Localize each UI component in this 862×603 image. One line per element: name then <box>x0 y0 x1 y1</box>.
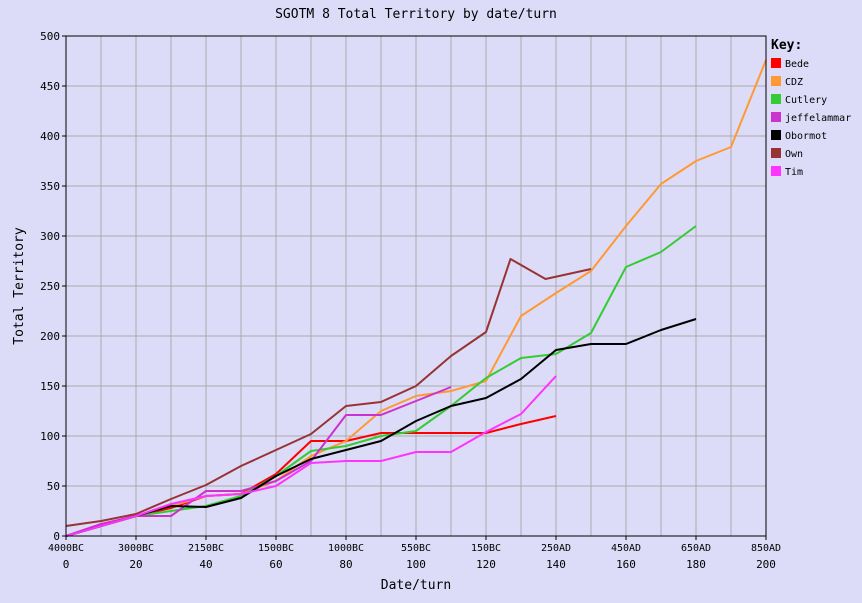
x-tick-label: 40 <box>199 558 212 571</box>
legend-label-jeffelammar: jeffelammar <box>785 113 851 124</box>
legend-swatch-jeffelammar <box>771 112 781 122</box>
legend-swatch-bede <box>771 58 781 68</box>
legend-label-tim: Tim <box>785 167 803 178</box>
series-line-cutlery <box>65 225 697 537</box>
series-line-tim <box>65 375 557 537</box>
y-tick-label: 50 <box>47 480 60 493</box>
legend: Key: Bede CDZ Cutlery jeffelammar Obormot Own T… <box>771 38 851 178</box>
x-tick-date-label: 2150BC <box>188 543 224 554</box>
axis-ticks: 0501001502002503003504004505004000BC0300… <box>40 30 781 571</box>
x-tick-label: 160 <box>616 558 636 571</box>
x-tick-label: 60 <box>269 558 282 571</box>
y-tick-label: 300 <box>40 230 60 243</box>
series-line-own <box>65 258 592 527</box>
legend-label-bede: Bede <box>785 59 809 70</box>
y-tick-label: 450 <box>40 80 60 93</box>
x-tick-date-label: 550BC <box>401 543 431 554</box>
legend-swatch-obormot <box>771 130 781 140</box>
x-tick-date-label: 650AD <box>681 543 711 554</box>
x-tick-label: 80 <box>339 558 352 571</box>
y-tick-label: 350 <box>40 180 60 193</box>
grid <box>65 35 767 537</box>
legend-swatch-cutlery <box>771 94 781 104</box>
series-lines <box>65 59 767 537</box>
x-tick-date-label: 150BC <box>471 543 501 554</box>
x-tick-label: 20 <box>129 558 142 571</box>
y-tick-label: 200 <box>40 330 60 343</box>
x-tick-date-label: 1500BC <box>258 543 294 554</box>
y-tick-label: 400 <box>40 130 60 143</box>
legend-label-cutlery: Cutlery <box>785 95 827 106</box>
y-tick-label: 100 <box>40 430 60 443</box>
y-tick-label: 150 <box>40 380 60 393</box>
x-axis-label: Date/turn <box>381 578 451 593</box>
legend-swatch-cdz <box>771 76 781 86</box>
legend-swatch-tim <box>771 166 781 176</box>
y-tick-label: 250 <box>40 280 60 293</box>
x-tick-label: 120 <box>476 558 496 571</box>
legend-title: Key: <box>771 38 802 53</box>
x-tick-label: 0 <box>63 558 70 571</box>
x-tick-date-label: 3000BC <box>118 543 154 554</box>
series-line-cdz <box>65 59 767 537</box>
legend-label-cdz: CDZ <box>785 77 803 88</box>
x-tick-date-label: 450AD <box>611 543 641 554</box>
x-tick-date-label: 1000BC <box>328 543 364 554</box>
series-line-obormot <box>65 318 697 537</box>
x-tick-label: 100 <box>406 558 426 571</box>
legend-swatch-own <box>771 148 781 158</box>
y-axis-label: Total Territory <box>12 227 27 345</box>
x-tick-label: 200 <box>756 558 776 571</box>
x-tick-date-label: 850AD <box>751 543 781 554</box>
x-tick-label: 140 <box>546 558 566 571</box>
x-tick-date-label: 250AD <box>541 543 571 554</box>
legend-label-own: Own <box>785 149 803 160</box>
chart-title: SGOTM 8 Total Territory by date/turn <box>275 7 557 22</box>
x-tick-date-label: 4000BC <box>48 543 84 554</box>
y-tick-label: 0 <box>53 530 60 543</box>
y-tick-label: 500 <box>40 30 60 43</box>
legend-label-obormot: Obormot <box>785 131 827 142</box>
x-tick-label: 180 <box>686 558 706 571</box>
